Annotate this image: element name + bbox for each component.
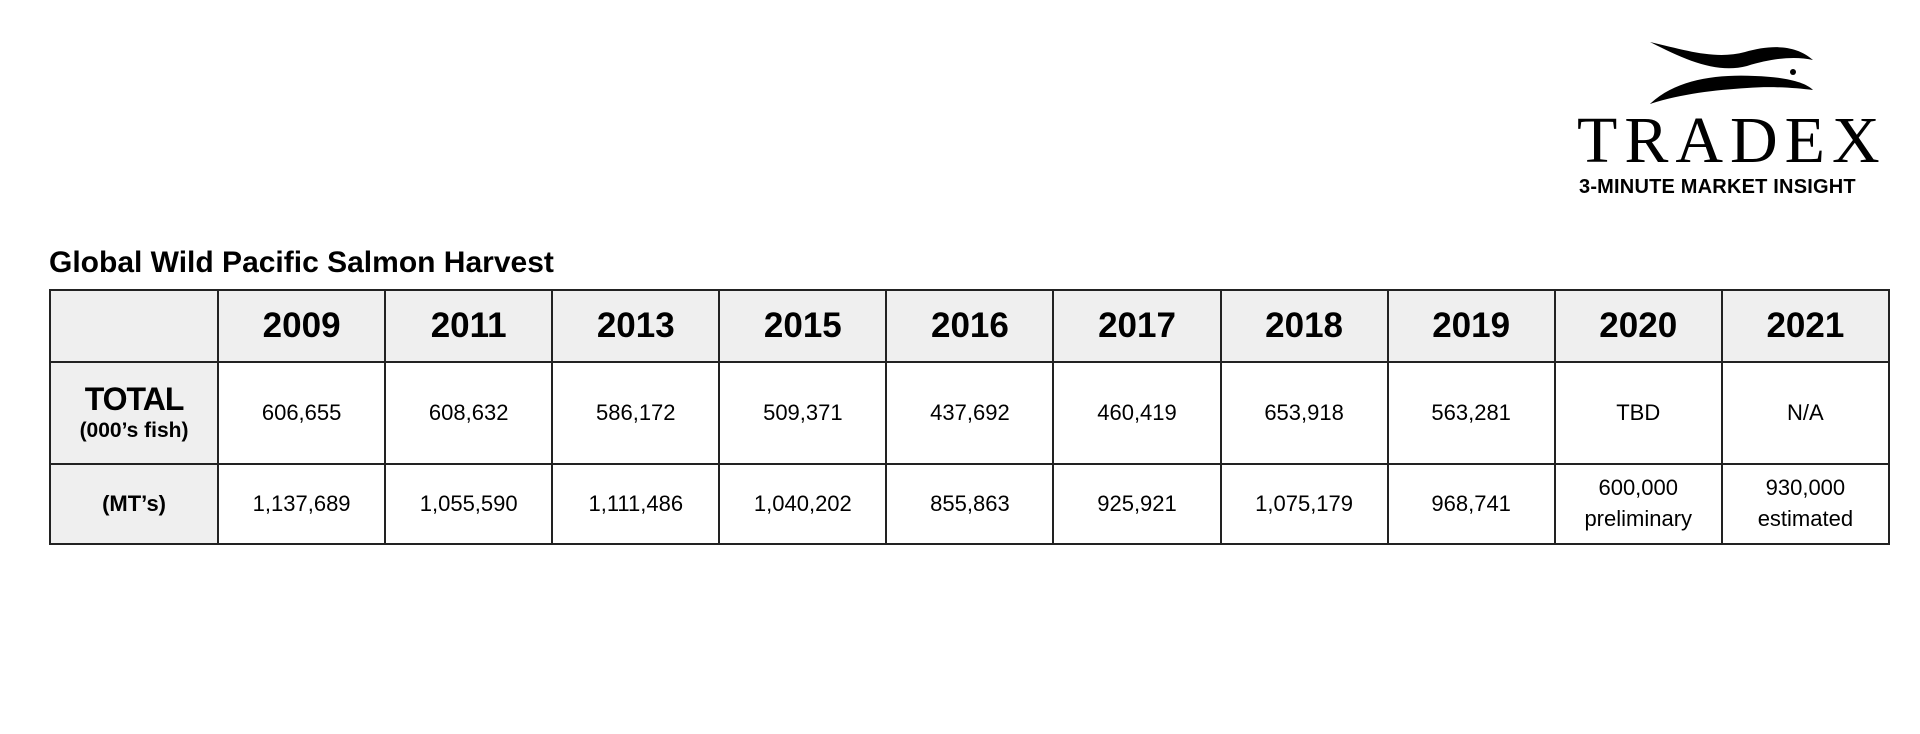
table-cell: 1,137,689 [217,463,387,545]
row-label-mt: (MT’s) [48,463,220,545]
year-header: 2018 [1219,289,1389,363]
cell-note: estimated [1757,506,1854,531]
row-label: (MT’s) [102,491,167,516]
logo-tagline: 3-MINUTE MARKET INSIGHT [1579,176,1856,198]
table-cell: 509,371 [718,361,888,465]
row-label-total: TOTAL (000’s fish) [48,361,220,465]
year-header: 2013 [551,289,721,363]
table-cell: 600,000 preliminary [1553,463,1723,545]
table-cell: TBD [1553,361,1723,465]
table-cell: N/A [1720,361,1891,465]
chart-title: Global Wild Pacific Salmon Harvest [49,246,554,279]
table-cell: 1,075,179 [1219,463,1389,545]
header-row: 2009 2011 2013 2015 2016 2017 2018 2019 … [48,289,1891,363]
year-header: 2019 [1386,289,1556,363]
corner-cell [48,289,220,363]
cell-note: preliminary [1584,506,1693,531]
table-cell: 968,741 [1386,463,1556,545]
table-cell: 1,111,486 [551,463,721,545]
year-header: 2017 [1052,289,1222,363]
year-header: 2020 [1553,289,1723,363]
tradex-logo: TRADEX 3-MINUTE MARKET INSIGHT [1565,36,1885,206]
year-header: 2011 [384,289,554,363]
table-row-mt: (MT’s) 1,137,689 1,055,590 1,111,486 1,0… [48,463,1891,545]
table-cell: 1,055,590 [384,463,554,545]
row-sublabel: (000’s fish) [79,418,189,442]
year-header: 2015 [718,289,888,363]
logo-wordmark: TRADEX [1577,104,1887,177]
table-cell: 608,632 [384,361,554,465]
row-label: TOTAL [84,380,185,417]
table-cell: 563,281 [1386,361,1556,465]
table-cell: 930,000 estimated [1720,463,1891,545]
cell-value: 930,000 [1765,475,1846,501]
table-cell: 460,419 [1052,361,1222,465]
fish-logo-icon [1650,42,1813,104]
table-cell: 437,692 [885,361,1055,465]
year-header: 2021 [1720,289,1891,363]
table-row-total: TOTAL (000’s fish) 606,655 608,632 586,1… [48,361,1891,465]
table-cell: 855,863 [885,463,1055,545]
year-header: 2016 [885,289,1055,363]
table-cell: 606,655 [217,361,387,465]
harvest-table: 2009 2011 2013 2015 2016 2017 2018 2019 … [48,289,1891,545]
table-cell: 925,921 [1052,463,1222,545]
table-cell: 653,918 [1219,361,1389,465]
table-cell: 586,172 [551,361,721,465]
cell-value: 600,000 [1598,475,1678,501]
year-header: 2009 [217,289,387,363]
table-cell: 1,040,202 [718,463,888,545]
